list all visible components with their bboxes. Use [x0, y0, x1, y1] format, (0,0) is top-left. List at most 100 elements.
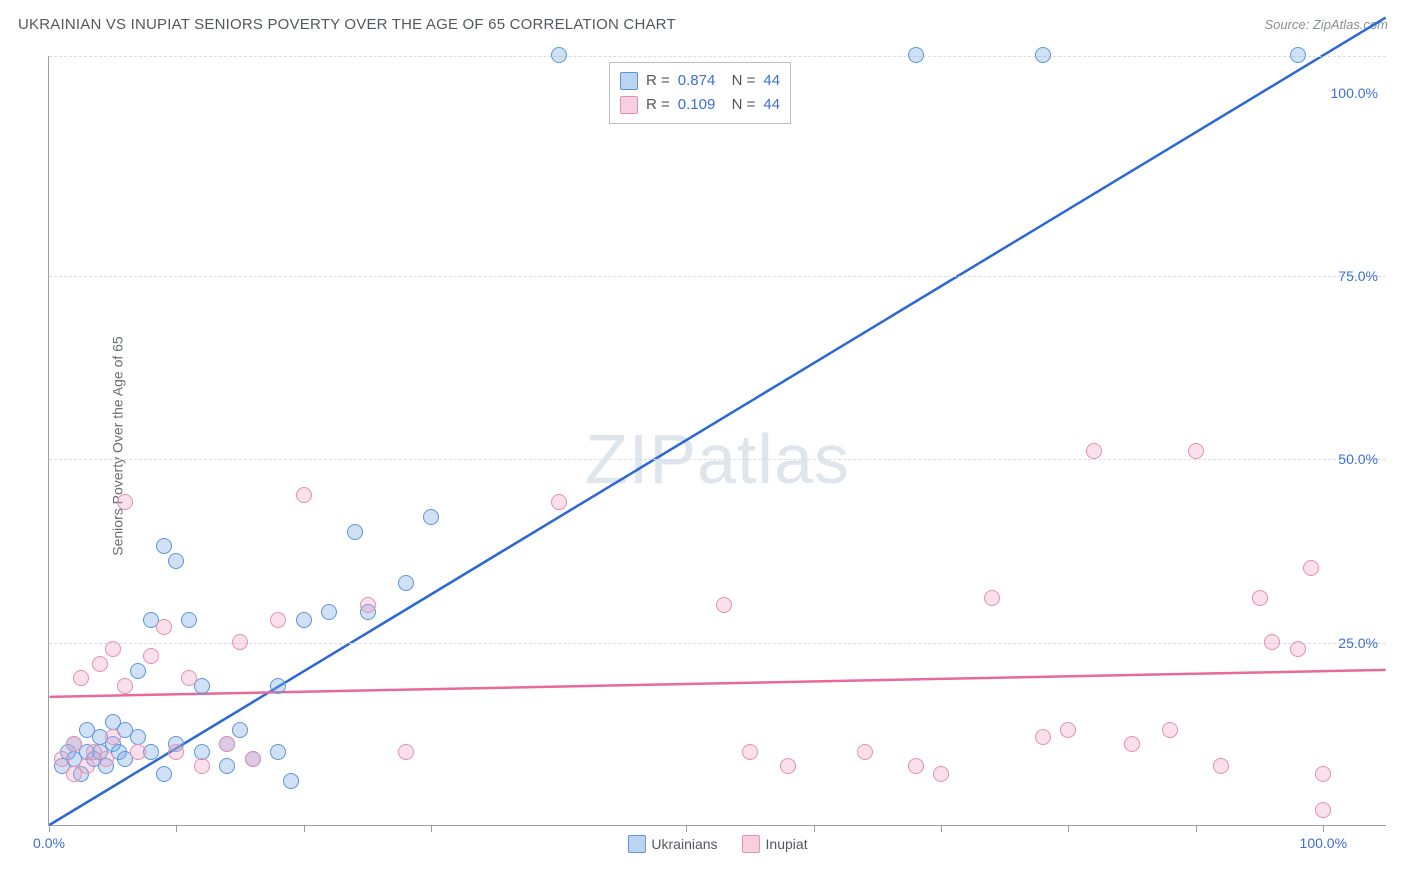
- data-point: [219, 736, 235, 752]
- data-point: [1188, 443, 1204, 459]
- gridline: [49, 56, 1386, 57]
- data-point: [66, 736, 82, 752]
- x-tick: [1323, 825, 1324, 832]
- data-point: [73, 670, 89, 686]
- x-tick: [814, 825, 815, 832]
- data-point: [270, 612, 286, 628]
- data-point: [156, 619, 172, 635]
- y-tick-label: 50.0%: [1338, 451, 1378, 467]
- data-point: [321, 604, 337, 620]
- data-point: [105, 641, 121, 657]
- data-point: [296, 612, 312, 628]
- gridline: [49, 276, 1386, 277]
- data-point: [143, 648, 159, 664]
- legend-r-value: 0.874: [678, 69, 716, 93]
- legend-row: R =0.874 N =44: [620, 69, 780, 93]
- data-point: [1303, 560, 1319, 576]
- data-point: [1035, 47, 1051, 63]
- legend-n-label: N =: [723, 93, 755, 117]
- data-point: [232, 722, 248, 738]
- data-point: [270, 678, 286, 694]
- data-point: [296, 487, 312, 503]
- legend-swatch-icon: [742, 835, 760, 853]
- data-point: [92, 656, 108, 672]
- data-point: [1290, 47, 1306, 63]
- legend-label: Ukrainians: [651, 836, 717, 852]
- data-point: [1060, 722, 1076, 738]
- gridline: [49, 459, 1386, 460]
- data-point: [98, 751, 114, 767]
- x-tick: [1196, 825, 1197, 832]
- chart-source: Source: ZipAtlas.com: [1264, 17, 1388, 32]
- data-point: [716, 597, 732, 613]
- legend-label: Inupiat: [766, 836, 808, 852]
- data-point: [117, 678, 133, 694]
- legend-r-label: R =: [646, 93, 670, 117]
- data-point: [130, 663, 146, 679]
- data-point: [1035, 729, 1051, 745]
- legend-swatch-icon: [620, 72, 638, 90]
- x-tick: [176, 825, 177, 832]
- data-point: [551, 494, 567, 510]
- data-point: [984, 590, 1000, 606]
- data-point: [168, 553, 184, 569]
- x-tick: [431, 825, 432, 832]
- legend-n-value: 44: [763, 93, 780, 117]
- legend-n-value: 44: [763, 69, 780, 93]
- data-point: [181, 670, 197, 686]
- data-point: [398, 575, 414, 591]
- legend-row: R = 0.109 N = 44: [620, 93, 780, 117]
- correlation-legend: R = 0.874 N = 44R = 0.109 N = 44: [609, 62, 791, 124]
- data-point: [857, 744, 873, 760]
- legend-swatch-icon: [620, 96, 638, 114]
- data-point: [551, 47, 567, 63]
- x-tick-label: 0.0%: [33, 835, 65, 851]
- x-tick: [304, 825, 305, 832]
- data-point: [780, 758, 796, 774]
- data-point: [1124, 736, 1140, 752]
- data-point: [1290, 641, 1306, 657]
- chart-header: UKRAINIAN VS INUPIAT SENIORS POVERTY OVE…: [18, 10, 1388, 38]
- y-tick-label: 75.0%: [1338, 268, 1378, 284]
- data-point: [347, 524, 363, 540]
- data-point: [1162, 722, 1178, 738]
- x-tick: [686, 825, 687, 832]
- data-point: [423, 509, 439, 525]
- legend-swatch-icon: [627, 835, 645, 853]
- series-legend: Ukrainians Inupiat: [627, 835, 807, 853]
- data-point: [1086, 443, 1102, 459]
- data-point: [156, 538, 172, 554]
- data-point: [742, 744, 758, 760]
- data-point: [219, 758, 235, 774]
- scatter-plot: ZIPatlas R =0.874 N =44R =0.109 N =44 Uk…: [48, 56, 1386, 826]
- trend-lines: [49, 56, 1386, 825]
- data-point: [168, 744, 184, 760]
- source-name: ZipAtlas.com: [1313, 17, 1388, 32]
- y-tick-label: 100.0%: [1331, 85, 1378, 101]
- data-point: [1315, 766, 1331, 782]
- data-point: [194, 758, 210, 774]
- x-tick: [941, 825, 942, 832]
- legend-n-label: N =: [723, 69, 755, 93]
- data-point: [1315, 802, 1331, 818]
- data-point: [908, 47, 924, 63]
- data-point: [232, 634, 248, 650]
- data-point: [283, 773, 299, 789]
- legend-item-inupiat: Inupiat: [742, 835, 808, 853]
- data-point: [1213, 758, 1229, 774]
- legend-r-value: 0.109: [678, 93, 716, 117]
- data-point: [1264, 634, 1280, 650]
- data-point: [54, 751, 70, 767]
- x-tick: [49, 825, 50, 832]
- data-point: [1252, 590, 1268, 606]
- data-point: [79, 758, 95, 774]
- data-point: [156, 766, 172, 782]
- chart-title: UKRAINIAN VS INUPIAT SENIORS POVERTY OVE…: [18, 16, 676, 33]
- source-prefix: Source:: [1264, 17, 1312, 32]
- y-tick-label: 25.0%: [1338, 635, 1378, 651]
- data-point: [398, 744, 414, 760]
- data-point: [908, 758, 924, 774]
- data-point: [270, 744, 286, 760]
- trend-line: [49, 670, 1385, 697]
- data-point: [117, 494, 133, 510]
